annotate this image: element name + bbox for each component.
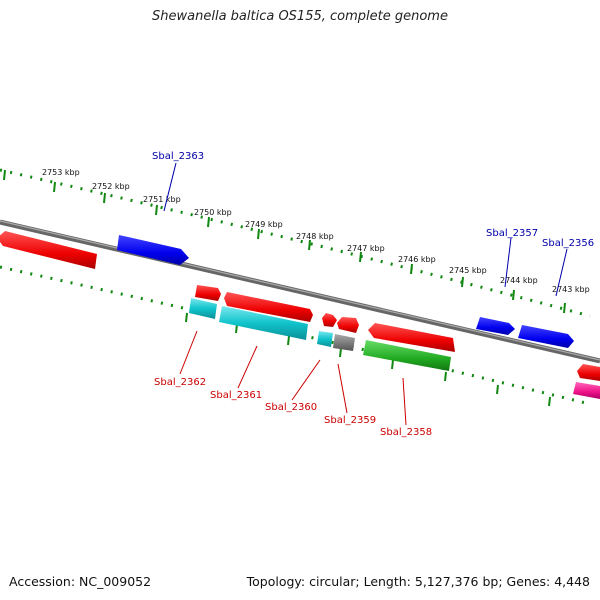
kbp-label: 2747 kbp — [347, 244, 385, 253]
gene-label[interactable]: Sbal_2357 — [486, 228, 538, 239]
map-title: Shewanella baltica OS155, complete genom… — [152, 9, 448, 24]
gene-arrow-red[interactable] — [322, 313, 337, 327]
gene-block-gray[interactable] — [333, 334, 355, 351]
upper-strand-genes — [0, 231, 600, 381]
gene-arrow-red[interactable] — [577, 364, 600, 381]
kbp-label: 2750 kbp — [194, 208, 232, 217]
gene-block-green[interactable] — [363, 340, 451, 371]
accession-label: Accession: NC_009052 — [9, 574, 152, 589]
kbp-tick-labels: 2753 kbp 2752 kbp 2751 kbp 2750 kbp 2749… — [42, 168, 590, 294]
gene-arrow-red[interactable] — [337, 317, 359, 333]
kbp-label: 2745 kbp — [449, 266, 487, 275]
genome-summary: Topology: circular; Length: 5,127,376 bp… — [246, 574, 590, 589]
gene-label[interactable]: Sbal_2358 — [380, 427, 432, 438]
genome-backbone — [0, 219, 600, 364]
gene-label[interactable]: Sbal_2363 — [152, 151, 204, 162]
gene-label[interactable]: Sbal_2362 — [154, 377, 206, 388]
gene-label[interactable]: Sbal_2356 — [542, 238, 594, 249]
lower-strand-genes — [189, 298, 600, 399]
gene-arrow-blue[interactable] — [117, 235, 189, 265]
gene-label-leaders — [163, 162, 568, 426]
gene-block-magenta[interactable] — [573, 382, 600, 399]
kbp-label: 2746 kbp — [398, 255, 436, 264]
kbp-label: 2749 kbp — [245, 220, 283, 229]
gene-arrow-blue[interactable] — [518, 325, 574, 348]
upper-major-ticks — [3, 169, 566, 314]
kbp-label: 2753 kbp — [42, 168, 80, 177]
gene-arrow-red[interactable] — [195, 285, 221, 301]
kbp-label: 2748 kbp — [296, 232, 334, 241]
gene-arrow-red[interactable] — [224, 292, 313, 322]
gene-arrow-blue[interactable] — [476, 317, 515, 335]
gene-block-cyan[interactable] — [219, 306, 308, 340]
gene-arrow-red[interactable] — [0, 231, 97, 269]
kbp-label: 2743 kbp — [552, 285, 590, 294]
kbp-label: 2744 kbp — [500, 276, 538, 285]
gene-label[interactable]: Sbal_2360 — [265, 402, 317, 413]
gene-labels: Sbal_2363 Sbal_2357 Sbal_2356 Sbal_2362 … — [152, 151, 594, 438]
gene-arrow-red[interactable] — [368, 323, 455, 352]
gene-label[interactable]: Sbal_2359 — [324, 415, 376, 426]
gene-label[interactable]: Sbal_2361 — [210, 390, 262, 401]
kbp-label: 2751 kbp — [143, 195, 181, 204]
gene-block-cyan[interactable] — [317, 331, 333, 347]
gene-block-cyan[interactable] — [189, 298, 217, 319]
kbp-label: 2752 kbp — [92, 182, 130, 191]
